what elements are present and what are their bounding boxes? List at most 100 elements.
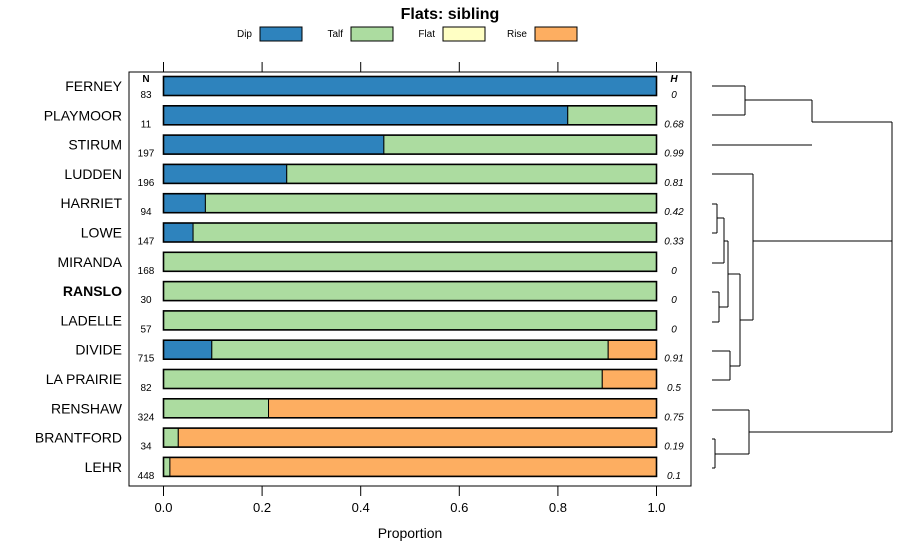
bar-segment-rise: [268, 398, 657, 419]
h-column: H 0 0.68 0.99 0.81 0.42 0.33 0 0 0 0.91 0.5 0.75 0.19…: [664, 74, 684, 482]
row-label: DIVIDE: [75, 342, 122, 358]
h-value: 0.19: [664, 442, 684, 453]
legend-swatch: [259, 26, 303, 42]
bar-segment-dip: [163, 163, 288, 184]
bar-segment-rise: [169, 456, 657, 477]
bar-outline: [162, 456, 658, 478]
bar-outline: [162, 163, 658, 185]
dendrogram-branch: [712, 122, 893, 469]
bar-segment-talf: [163, 456, 171, 477]
bar-segment-talf: [163, 251, 657, 272]
n-value: 448: [138, 471, 155, 482]
row-label: RANSLO: [63, 283, 122, 299]
row-label: RENSHAW: [51, 400, 123, 416]
x-axis: 0.0 0.2 0.4 0.6 0.8 1.0 Proportion: [154, 62, 666, 541]
chart-title: Flats: sibling: [401, 6, 500, 23]
bar-segment-dip: [163, 222, 194, 243]
x-tick-label: 0.2: [253, 500, 271, 515]
dendrogram: [712, 85, 893, 469]
bar-segment-talf: [383, 134, 657, 155]
row-label: LADELLE: [61, 312, 122, 328]
h-value: 0.1: [667, 471, 681, 482]
legend-label: Dip: [237, 29, 252, 40]
n-value: 34: [140, 442, 152, 453]
bar-outline: [162, 310, 658, 331]
n-value: 168: [138, 266, 155, 277]
legend-label: Talf: [327, 29, 343, 40]
row-label: MIRANDA: [57, 254, 122, 270]
bar-segment-talf: [211, 339, 609, 360]
h-value: 0.75: [664, 412, 684, 423]
bar-segment-dip: [163, 339, 213, 360]
h-value: 0.91: [664, 354, 683, 365]
n-value: 94: [140, 207, 152, 218]
n-value: 147: [138, 237, 155, 248]
bar-segment-talf: [192, 222, 658, 243]
bar-outline: [162, 368, 658, 390]
bar-segment-rise: [177, 427, 657, 448]
row-label: HARRIET: [61, 195, 123, 211]
n-value: 324: [138, 412, 155, 423]
bar-segment-talf: [163, 398, 270, 419]
bar-outline: [162, 280, 658, 302]
bar-segment-rise: [601, 369, 658, 389]
n-value: 197: [138, 149, 155, 160]
x-axis-label: Proportion: [378, 525, 443, 541]
n-value: 715: [138, 354, 155, 365]
x-tick-label: 0.8: [549, 500, 567, 515]
bar-outline: [162, 222, 658, 243]
bar-segment-talf: [163, 369, 603, 389]
dendrogram-branch: [712, 85, 892, 146]
bar-segment-dip: [163, 134, 385, 155]
x-tick-label: 0.4: [352, 500, 370, 515]
h-value: 0.99: [664, 149, 684, 160]
bar-segment-dip: [163, 193, 206, 214]
h-value: 0.33: [664, 237, 684, 248]
bar-segment-talf: [163, 427, 179, 448]
row-label: LEHR: [85, 459, 122, 475]
bar-outline: [162, 397, 658, 419]
dendrogram-branch: [712, 173, 753, 264]
row-label: LA PRAIRIE: [46, 371, 122, 387]
bar-segment-talf: [567, 105, 658, 126]
h-header: H: [670, 74, 678, 85]
h-value: 0.5: [667, 383, 681, 394]
bar-segment-talf: [204, 193, 657, 214]
n-value: 196: [138, 178, 155, 189]
row-label: STIRUM: [68, 137, 122, 153]
row-label: FERNEY: [65, 78, 122, 94]
bar-segment-rise: [607, 339, 657, 360]
bar-outline: [162, 75, 658, 97]
n-value: 30: [140, 295, 152, 306]
x-tick-label: 0.0: [154, 500, 172, 515]
row-label: PLAYMOOR: [44, 107, 122, 123]
h-value: 0.68: [664, 119, 684, 130]
dendrogram-branch: [712, 174, 892, 381]
legend-swatch: [350, 26, 394, 42]
h-value: 0: [671, 324, 677, 335]
row-label: LOWE: [81, 225, 122, 241]
n-value: 83: [140, 90, 152, 101]
bar-segment-talf: [286, 163, 657, 184]
n-column: N 83 11 197 196 94 147 168 30 57 715 82 324 34 448: [138, 74, 155, 482]
bar-segment-talf: [163, 310, 657, 331]
legend-label: Flat: [418, 29, 435, 40]
h-value: 0: [671, 266, 677, 277]
h-value: 0.42: [664, 207, 684, 218]
x-tick-label: 1.0: [647, 500, 665, 515]
n-header: N: [142, 74, 149, 85]
n-value: 57: [140, 324, 152, 335]
h-value: 0: [671, 90, 677, 101]
plot-frame: [128, 71, 692, 487]
bar-outline: [162, 251, 658, 273]
bar-outline: [162, 105, 658, 126]
legend: Dip Talf Flat Rise: [237, 26, 578, 42]
legend-swatch: [442, 26, 486, 42]
n-value: 11: [141, 119, 152, 130]
bars: [162, 75, 658, 478]
n-value: 82: [140, 383, 152, 394]
bar-outline: [162, 134, 658, 155]
bar-outline: [162, 339, 658, 361]
legend-swatch: [534, 26, 578, 42]
